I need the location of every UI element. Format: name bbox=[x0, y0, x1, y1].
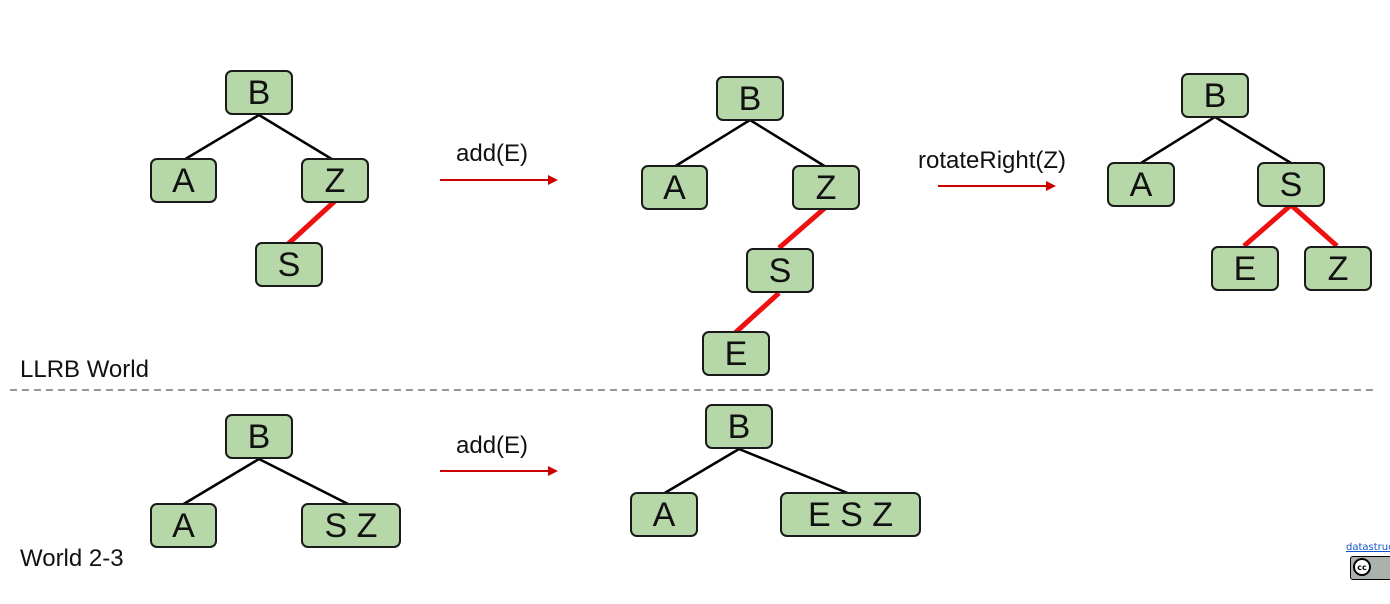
node-a: A bbox=[150, 158, 217, 203]
red-link-z-s bbox=[777, 205, 828, 250]
red-link-s-z bbox=[1289, 203, 1339, 248]
node-e: E bbox=[1211, 246, 1279, 291]
section-label-llrb: LLRB World bbox=[20, 356, 149, 383]
cc-icon: cc bbox=[1353, 558, 1371, 576]
edge-b-z bbox=[258, 113, 336, 163]
license-corner: datastructur.es cc bbox=[1346, 542, 1390, 582]
node-e: E bbox=[702, 331, 770, 376]
node-z: Z bbox=[301, 158, 369, 203]
node-a: A bbox=[630, 492, 698, 537]
operation-label-add: add(E) bbox=[456, 432, 529, 459]
red-link-z-s bbox=[286, 199, 337, 246]
edge-b-s bbox=[1214, 115, 1292, 165]
node-b: B bbox=[225, 70, 293, 115]
node-z: Z bbox=[1304, 246, 1372, 291]
operation-label-add: add(E) bbox=[456, 140, 529, 167]
edge-b-a bbox=[1140, 115, 1216, 165]
node-a: A bbox=[641, 165, 708, 210]
edge-b-esz bbox=[738, 447, 851, 496]
node-a: A bbox=[150, 503, 217, 548]
node-s: S bbox=[255, 242, 323, 287]
red-link-s-e bbox=[1242, 203, 1293, 248]
node-b: B bbox=[225, 414, 293, 459]
node-z: Z bbox=[792, 165, 860, 210]
edge-b-a bbox=[181, 457, 260, 507]
node-b: B bbox=[1181, 73, 1249, 118]
node-b: B bbox=[716, 76, 784, 121]
license-link[interactable]: datastructur.es bbox=[1346, 542, 1390, 553]
operation-label-rotate: rotateRight(Z) bbox=[918, 147, 1067, 174]
node-s: S bbox=[1257, 162, 1325, 207]
edge-b-z bbox=[749, 118, 827, 169]
edge-b-a bbox=[181, 113, 260, 163]
node-a: A bbox=[1107, 162, 1175, 207]
node-esz: E S Z bbox=[780, 492, 921, 537]
node-b: B bbox=[705, 404, 773, 449]
node-sz: S Z bbox=[301, 503, 401, 548]
node-s: S bbox=[746, 248, 814, 293]
edge-b-sz bbox=[258, 457, 351, 507]
section-label-two-three: World 2-3 bbox=[20, 545, 124, 572]
red-link-s-e bbox=[733, 291, 781, 335]
cc-by-icon: cc bbox=[1350, 556, 1390, 580]
edge-b-a bbox=[673, 118, 751, 169]
edge-b-a bbox=[662, 447, 740, 496]
